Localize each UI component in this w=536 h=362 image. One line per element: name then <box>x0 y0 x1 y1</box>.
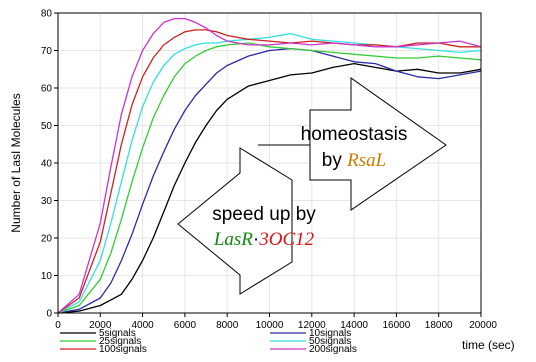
tick-labels: 0 10 20 30 40 50 60 70 80 0 2000 4000 6000 8000 10000 1… <box>41 9 498 332</box>
legend-label-5signals: 5signals <box>99 328 136 339</box>
legend-label-25signals: 25signals <box>99 336 141 347</box>
legend: 5signals 10signals 25signals 50signals 100si… <box>60 328 357 355</box>
x-tick-label: 6000 <box>174 320 197 331</box>
x-tick-label: 4000 <box>131 320 154 331</box>
x-tick-label: 0 <box>55 320 61 331</box>
homeostasis-arrow <box>258 77 447 211</box>
legend-label-10signals: 10signals <box>309 328 351 339</box>
y-tick-label: 50 <box>41 121 53 132</box>
x-tick-label: 16000 <box>382 320 410 331</box>
legend-label-100signals: 100signals <box>99 344 147 355</box>
dot-separator: · <box>253 229 259 250</box>
x-tick-label: 20000 <box>469 320 497 331</box>
legend-label-200signals: 200signals <box>309 344 357 355</box>
series-line-200signals <box>57 17 482 314</box>
axis-ticks <box>54 12 482 317</box>
homeostasis-by-word: by <box>322 150 347 171</box>
series-line-10signals <box>57 47 482 314</box>
legend-label-50signals: 50signals <box>309 336 351 347</box>
y-tick-label: 70 <box>41 46 53 57</box>
homeostasis-text: homeostasis <box>301 124 408 145</box>
lasr-label: LasR <box>213 229 253 250</box>
homeostasis-by-text: by RsaL <box>322 150 386 171</box>
y-axis-label: Number of LasI Molecules <box>9 93 23 232</box>
speedup-agents-text: LasR·3OC12 <box>213 229 315 250</box>
y-tick-label: 0 <box>46 309 52 320</box>
x-tick-label: 10000 <box>256 320 284 331</box>
y-tick-label: 80 <box>41 9 53 20</box>
rsal-label: RsaL <box>346 150 386 171</box>
speedup-arrow <box>177 147 293 295</box>
series-line-25signals <box>57 42 482 314</box>
x-tick-label: 8000 <box>216 320 239 331</box>
x-tick-label: 12000 <box>298 320 326 331</box>
y-tick-label: 20 <box>41 234 53 245</box>
x-tick-label: 14000 <box>340 320 368 331</box>
x-axis-label: time (sec) <box>462 338 515 352</box>
speedup-text: speed up by <box>212 204 316 225</box>
series-line-5signals <box>57 62 482 314</box>
series-lines <box>57 17 482 314</box>
y-tick-label: 40 <box>41 159 53 170</box>
x-tick-label: 2000 <box>89 320 112 331</box>
y-tick-label: 60 <box>41 84 53 95</box>
x-tick-label: 18000 <box>425 320 453 331</box>
y-tick-label: 30 <box>41 196 53 207</box>
oc12-label: 3OC12 <box>258 229 314 250</box>
y-tick-label: 10 <box>41 271 53 282</box>
